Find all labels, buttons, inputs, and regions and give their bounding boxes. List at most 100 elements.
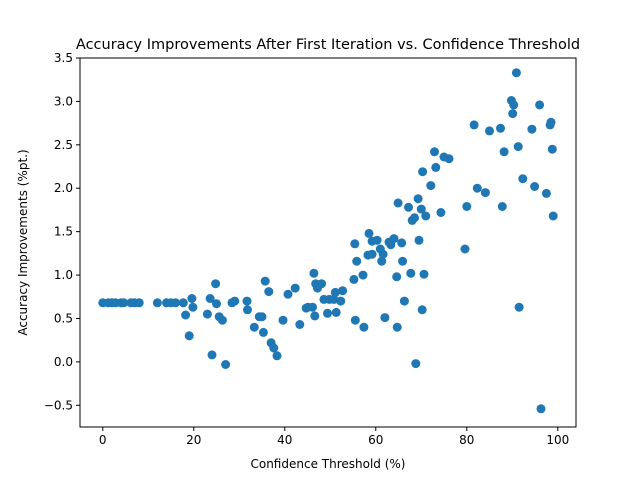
data-point — [378, 249, 388, 259]
data-point — [536, 404, 546, 414]
data-point — [217, 315, 227, 325]
x-tick-label: 80 — [459, 433, 474, 447]
plot-frame — [79, 57, 577, 428]
data-point — [187, 294, 197, 303]
data-point — [243, 305, 252, 315]
x-tick-label: 100 — [546, 433, 569, 447]
data-point — [330, 287, 340, 297]
y-tick-label: 0.5 — [54, 311, 73, 325]
y-tick-label: 3.0 — [54, 94, 73, 108]
data-point — [230, 296, 240, 306]
data-point — [258, 327, 268, 337]
data-point — [548, 211, 558, 221]
data-point — [462, 202, 472, 211]
data-point — [513, 142, 523, 152]
data-point — [367, 249, 377, 259]
y-tick-label: 1.0 — [54, 268, 73, 282]
data-point — [399, 296, 409, 306]
data-point — [358, 270, 368, 280]
data-point — [406, 268, 416, 278]
x-tick-label: 40 — [277, 433, 292, 447]
data-point — [310, 311, 320, 321]
data-point — [377, 256, 387, 266]
data-point — [295, 320, 305, 329]
data-point — [364, 228, 374, 238]
data-point — [178, 298, 188, 308]
data-point — [499, 147, 509, 157]
data-point — [421, 211, 431, 221]
data-point — [392, 322, 402, 332]
y-tick-label: 2.0 — [54, 181, 73, 195]
data-point — [372, 235, 382, 245]
y-axis-label: Accuracy Improvements (%pt.) — [16, 149, 30, 335]
data-point — [535, 100, 545, 110]
data-point — [411, 359, 421, 369]
y-tick-label: 2.5 — [54, 138, 73, 152]
data-point — [389, 234, 399, 244]
data-point — [184, 331, 194, 341]
x-axis-label: Confidence Threshold (%) — [250, 457, 405, 471]
y-tick-label: 3.5 — [54, 51, 73, 65]
data-point — [419, 269, 429, 279]
data-point — [350, 239, 360, 249]
data-point — [426, 181, 436, 191]
data-point — [336, 296, 346, 306]
data-point — [290, 283, 300, 293]
data-point — [221, 360, 231, 369]
data-point — [119, 298, 129, 308]
data-point — [269, 343, 279, 353]
data-point — [134, 298, 144, 308]
y-tick-label: 0.0 — [54, 355, 73, 369]
data-point — [518, 174, 528, 184]
data-point — [212, 299, 221, 309]
data-point — [278, 315, 288, 325]
chart-title: Accuracy Improvements After First Iterat… — [76, 37, 580, 53]
y-axis-ticks: −0.5 0.0 0.5 1.0 1.5 2.0 2.5 3.0 3.5 — [44, 51, 80, 412]
data-point — [413, 194, 423, 204]
data-point — [530, 182, 540, 191]
data-point — [444, 154, 454, 164]
data-point — [359, 322, 369, 332]
data-point — [436, 208, 446, 217]
data-point — [418, 167, 428, 177]
data-point — [207, 350, 217, 360]
data-point — [514, 302, 524, 312]
data-point — [460, 244, 470, 254]
data-point — [349, 274, 359, 284]
data-point — [350, 315, 360, 325]
x-axis-ticks: 0 20 40 60 80 100 — [99, 427, 569, 447]
data-point — [323, 308, 332, 318]
data-point — [410, 213, 419, 223]
data-point — [272, 351, 282, 361]
points-layer — [98, 68, 558, 414]
data-point — [329, 294, 339, 304]
data-point — [317, 279, 327, 289]
data-point — [404, 202, 413, 212]
data-point — [397, 238, 407, 248]
x-tick-label: 0 — [99, 433, 107, 447]
data-point — [242, 296, 252, 306]
data-point — [497, 202, 507, 211]
data-point — [257, 312, 267, 322]
data-point — [283, 289, 293, 299]
data-point — [260, 276, 270, 286]
data-point — [485, 126, 494, 136]
data-point — [380, 313, 390, 323]
data-point — [393, 198, 403, 208]
data-point — [511, 68, 521, 78]
y-tick-label: −0.5 — [44, 398, 73, 412]
data-point — [188, 302, 198, 312]
data-point — [480, 188, 490, 198]
data-point — [398, 256, 408, 266]
data-point — [308, 302, 317, 312]
data-point — [392, 272, 402, 282]
data-point — [417, 305, 427, 315]
data-point — [416, 204, 426, 214]
data-point — [338, 286, 348, 296]
data-point — [430, 147, 439, 157]
data-point — [547, 144, 557, 154]
data-point — [202, 309, 212, 319]
